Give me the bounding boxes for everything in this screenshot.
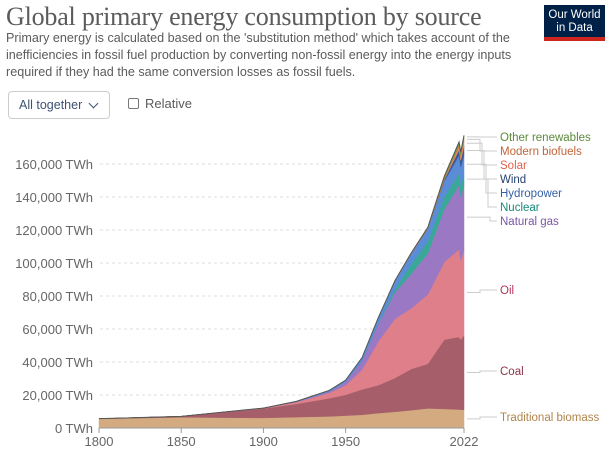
x-tick-label: 1800 (85, 434, 114, 449)
y-tick-label: 0 TWh (55, 421, 93, 436)
label-leader-line (467, 138, 497, 152)
owid-logo[interactable]: Our World in Data (544, 5, 605, 41)
y-tick-label: 60,000 TWh (22, 322, 93, 337)
series-label-oil: Oil (500, 285, 514, 297)
label-leader-line (467, 289, 497, 294)
series-label-traditional-biomass: Traditional biomass (500, 412, 600, 424)
chart-title: Global primary energy consumption by sou… (6, 2, 482, 31)
x-tick-label: 2022 (450, 434, 479, 449)
series-label-coal: Coal (500, 366, 524, 378)
series-label-modern-biofuels: Modern biofuels (500, 146, 582, 158)
label-leader-line (467, 142, 497, 166)
label-leader-line (467, 216, 497, 222)
x-tick-label: 1950 (331, 434, 360, 449)
series-label-natural-gas: Natural gas (500, 216, 559, 228)
y-tick-label: 100,000 TWh (15, 256, 93, 271)
x-tick-label: 1850 (167, 434, 196, 449)
y-tick-label: 20,000 TWh (22, 388, 93, 403)
series-label-other-renewables: Other renewables (500, 132, 591, 144)
y-tick-label: 140,000 TWh (15, 190, 93, 205)
y-tick-label: 160,000 TWh (15, 157, 93, 172)
series-label-solar: Solar (500, 160, 527, 172)
relative-toggle[interactable]: Relative (128, 96, 192, 111)
logo-line-2: in Data (556, 22, 593, 34)
label-leader-line (467, 416, 497, 420)
stack-mode-value: All together (19, 98, 83, 112)
x-tick-label: 1900 (249, 434, 278, 449)
stack-mode-dropdown[interactable]: All together (8, 91, 110, 119)
y-tick-label: 40,000 TWh (22, 355, 93, 370)
y-tick-label: 120,000 TWh (15, 223, 93, 238)
series-label-nuclear: Nuclear (500, 202, 540, 214)
label-leader-line (467, 370, 497, 374)
series-label-hydropower: Hydropower (500, 188, 562, 200)
total-outline (98, 135, 465, 420)
relative-label: Relative (145, 96, 192, 111)
logo-line-1: Our World (548, 9, 601, 21)
series-label-wind: Wind (500, 174, 526, 186)
chart-subtitle: Primary energy is calculated based on th… (6, 31, 512, 79)
relative-checkbox[interactable] (128, 98, 139, 109)
y-tick-label: 80,000 TWh (22, 289, 93, 304)
